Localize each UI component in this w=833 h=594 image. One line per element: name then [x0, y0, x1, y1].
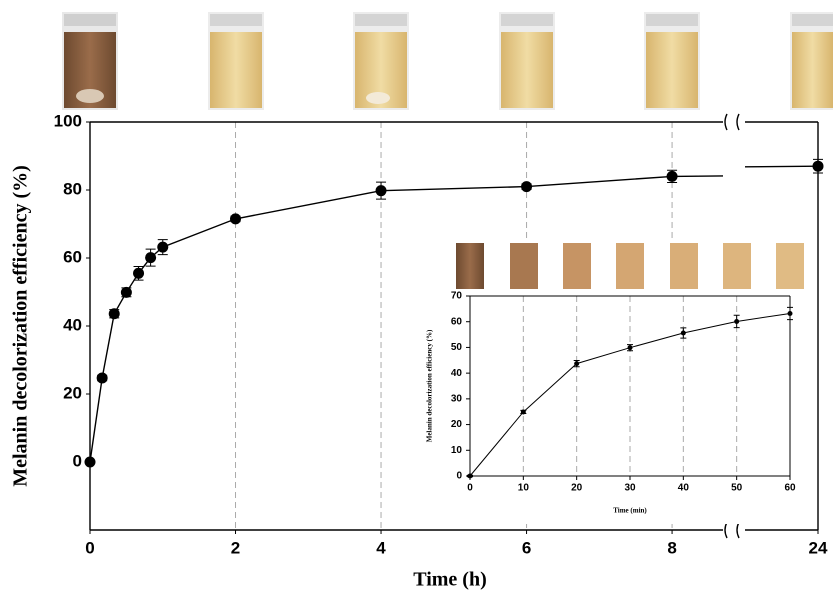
x-axis-label: Time (min): [613, 507, 647, 515]
x-axis-label: Time (h): [413, 569, 487, 591]
vial: [644, 12, 700, 110]
y-axis-label: Melanin decolorization efficiency (%): [10, 165, 32, 487]
data-point: [145, 252, 156, 263]
vial: [790, 12, 833, 110]
y-tick-label: 80: [63, 179, 82, 198]
data-point: [157, 242, 168, 253]
vial: [353, 12, 409, 110]
data-point: [468, 474, 473, 479]
y-tick-label: 0: [456, 471, 462, 482]
y-tick-label: 20: [451, 419, 463, 430]
data-point: [121, 287, 132, 298]
y-tick-label: 0: [73, 451, 82, 470]
x-tick-label: 10: [518, 483, 530, 494]
data-point: [788, 311, 793, 316]
x-tick-label: 20: [571, 483, 583, 494]
data-point: [133, 268, 144, 279]
x-tick-label: 2: [231, 538, 240, 557]
data-point: [681, 331, 686, 336]
x-tick-label: 24: [809, 538, 828, 557]
x-tick-label: 8: [667, 538, 676, 557]
data-point: [97, 373, 108, 384]
x-tick-label: 6: [522, 538, 531, 557]
y-tick-label: 30: [451, 393, 463, 404]
data-point: [667, 171, 678, 182]
x-tick-label: 0: [467, 483, 473, 494]
data-point: [230, 213, 241, 224]
axis-break: [737, 114, 739, 130]
x-tick-label: 40: [678, 483, 690, 494]
y-tick-label: 40: [451, 368, 463, 379]
y-tick-label: 20: [63, 383, 82, 402]
y-tick-label: 60: [451, 316, 463, 327]
data-point: [574, 361, 579, 366]
y-tick-label: 70: [451, 291, 463, 302]
y-tick-label: 60: [63, 247, 82, 266]
data-point: [813, 161, 824, 172]
y-tick-label: 40: [63, 315, 82, 334]
data-point: [521, 181, 532, 192]
y-tick-label: 50: [451, 342, 463, 353]
x-tick-label: 60: [784, 483, 796, 494]
axis-break: [725, 522, 727, 538]
axis-break: [737, 522, 739, 538]
y-tick-label: 100: [54, 111, 82, 130]
data-line-segment: [745, 166, 818, 167]
data-point: [628, 345, 633, 350]
y-axis-label: Melanin decolorization efficiency (%): [426, 329, 434, 442]
data-point: [109, 308, 120, 319]
x-tick-label: 30: [624, 483, 636, 494]
y-tick-label: 10: [451, 445, 463, 456]
data-point: [85, 457, 96, 468]
data-point: [521, 409, 526, 414]
vial-photos: [62, 12, 833, 110]
vial: [62, 12, 118, 110]
vial: [499, 12, 555, 110]
data-point: [376, 185, 387, 196]
page: 0246824020406080100Time (h)Melanin decol…: [0, 0, 833, 594]
x-tick-label: 4: [376, 538, 386, 557]
chart: 0246824020406080100Time (h)Melanin decol…: [0, 0, 833, 594]
axis-break: [725, 114, 727, 130]
x-tick-label: 50: [731, 483, 743, 494]
data-point: [734, 319, 739, 324]
vial: [208, 12, 264, 110]
x-tick-label: 0: [85, 538, 94, 557]
